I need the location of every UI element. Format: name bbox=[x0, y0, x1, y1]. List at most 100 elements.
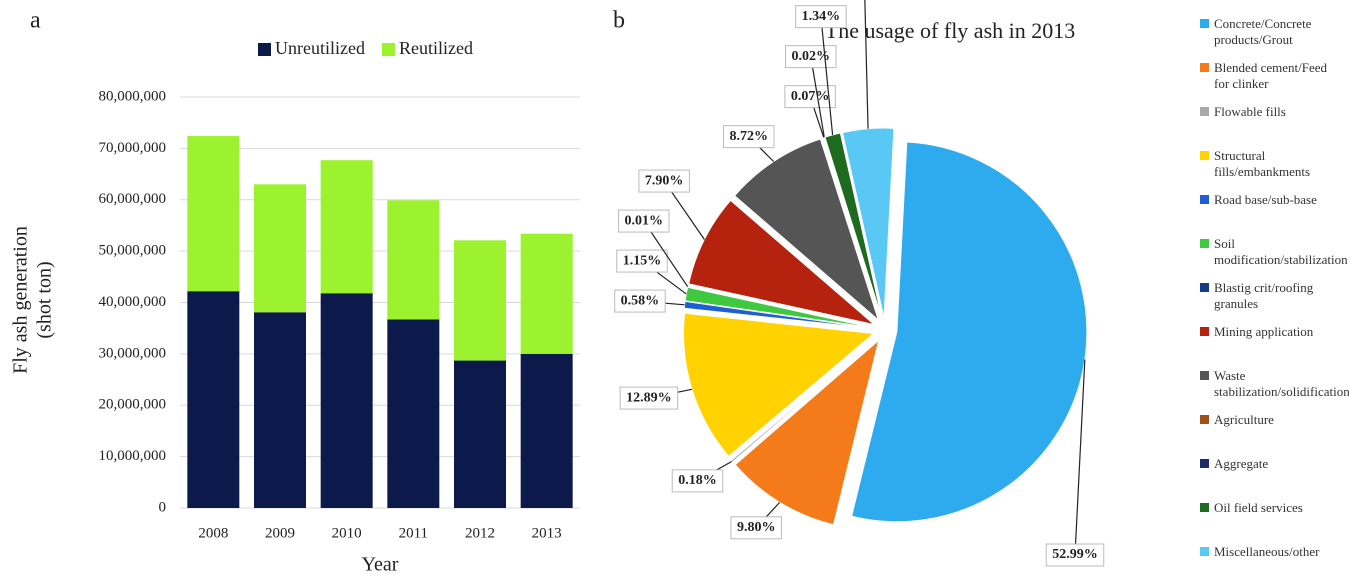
legend-entry: Miscellaneous/other bbox=[1200, 544, 1345, 560]
data-label: 52.99% bbox=[1052, 547, 1098, 562]
bar-segment bbox=[454, 240, 506, 361]
legend-entry: Soil modification/stabilization bbox=[1200, 236, 1348, 268]
data-label-box bbox=[619, 386, 679, 410]
x-tick-label: 2010 bbox=[332, 525, 362, 541]
legend-label: Soil modification/stabilization bbox=[1214, 236, 1348, 267]
legend-swatch bbox=[1200, 459, 1209, 468]
data-label: 1.34% bbox=[802, 9, 841, 24]
data-label-box bbox=[795, 5, 847, 29]
y-tick-label: 30,000,000 bbox=[99, 345, 167, 361]
legend-entry: Waste stabilization/solidification bbox=[1200, 368, 1349, 400]
y-tick-label: 60,000,000 bbox=[99, 191, 167, 207]
leader-line bbox=[820, 16, 834, 135]
y-axis-label: Fly ash generation bbox=[10, 226, 32, 374]
bar-segment bbox=[454, 360, 506, 508]
bar-segment bbox=[387, 319, 440, 508]
legend-label: Flowable fills bbox=[1214, 104, 1286, 119]
y-tick-label: 80,000,000 bbox=[99, 88, 167, 104]
legend-label: Structural fills/embankments bbox=[1214, 148, 1311, 179]
data-label: 1.15% bbox=[623, 253, 662, 268]
legend-label: Road base/sub-base bbox=[1214, 192, 1317, 207]
data-label-box bbox=[614, 289, 666, 313]
x-tick-label: 2013 bbox=[532, 525, 562, 541]
legend-entry: Blended cement/Feed for clinker bbox=[1200, 60, 1345, 92]
bar-segment bbox=[320, 160, 373, 294]
data-label-box bbox=[785, 45, 837, 69]
legend-swatch bbox=[1200, 107, 1209, 116]
legend-entry: Flowable fills bbox=[1200, 104, 1345, 120]
bar-segment bbox=[520, 353, 573, 508]
data-label-box bbox=[638, 169, 690, 193]
x-tick-label: 2009 bbox=[265, 525, 295, 541]
legend-swatch bbox=[1200, 151, 1209, 160]
legend-swatch bbox=[1200, 19, 1209, 28]
x-axis-label: Year bbox=[362, 554, 399, 576]
legend-entry: Aggregate bbox=[1200, 456, 1345, 472]
legend-label: Aggregate bbox=[1214, 456, 1269, 471]
legend-entry: Blastig crit/roofing granules bbox=[1200, 280, 1345, 312]
data-label: 0.58% bbox=[621, 293, 660, 308]
legend-label: Blended cement/Feed for clinker bbox=[1214, 60, 1327, 91]
panel-label: b bbox=[613, 8, 625, 34]
legend-entry: Concrete/Concrete products/Grout bbox=[1200, 16, 1345, 48]
legend-entry: Oil field services bbox=[1200, 500, 1345, 516]
legend-swatch bbox=[1200, 547, 1209, 556]
legend-label: Reutilized bbox=[399, 38, 473, 58]
panel-label: a bbox=[30, 8, 41, 34]
legend-swatch bbox=[381, 43, 395, 56]
pie-slice bbox=[734, 338, 880, 526]
legend-label: Mining application bbox=[1214, 324, 1314, 339]
legend-label: Unreutilized bbox=[275, 38, 365, 58]
legend-entry: Road base/sub-base bbox=[1200, 192, 1345, 208]
pie-slice bbox=[683, 300, 874, 330]
data-label-box bbox=[616, 249, 668, 273]
bar-segment bbox=[320, 293, 373, 508]
y-tick-label: 40,000,000 bbox=[99, 294, 167, 310]
y-tick-label: 20,000,000 bbox=[99, 397, 167, 413]
pie-slice bbox=[688, 199, 875, 326]
legend-swatch bbox=[1200, 283, 1209, 292]
leader-line bbox=[864, 0, 869, 129]
legend-label: Concrete/Concrete products/Grout bbox=[1214, 16, 1312, 47]
data-label-box bbox=[784, 85, 836, 109]
y-tick-label: 0 bbox=[159, 499, 167, 515]
bar-segment bbox=[187, 291, 240, 508]
bar-segment bbox=[254, 184, 306, 313]
legend-label: Waste stabilization/solidification bbox=[1214, 368, 1349, 399]
y-tick-label: 10,000,000 bbox=[99, 448, 167, 464]
bar-segment bbox=[254, 312, 306, 508]
data-label: 9.80% bbox=[737, 520, 776, 535]
legend-entry: Mining application bbox=[1200, 324, 1345, 340]
data-label: 12.89% bbox=[626, 390, 672, 405]
y-tick-label: 70,000,000 bbox=[99, 140, 167, 156]
data-label: 0.18% bbox=[678, 473, 717, 488]
data-label: 8.72% bbox=[730, 129, 769, 144]
legend-swatch bbox=[1200, 503, 1209, 512]
legend-swatch bbox=[1200, 415, 1209, 424]
legend-swatch bbox=[1200, 239, 1209, 248]
data-label: 7.90% bbox=[645, 173, 684, 188]
legend-label: Agriculture bbox=[1214, 412, 1274, 427]
chart-title: The usage of fly ash in 2013 bbox=[825, 18, 1076, 43]
data-label: 0.07% bbox=[791, 89, 830, 104]
legend-swatch bbox=[258, 43, 271, 56]
legend-label: Miscellaneous/other bbox=[1214, 544, 1320, 559]
legend-swatch bbox=[1200, 371, 1209, 380]
data-label-box bbox=[1045, 543, 1105, 567]
legend-entry: Agriculture bbox=[1200, 412, 1345, 428]
y-axis-label: (shot ton) bbox=[34, 261, 56, 338]
data-label-box bbox=[723, 125, 775, 149]
data-label: 0.01% bbox=[624, 213, 663, 228]
legend-label: Oil field services bbox=[1214, 500, 1303, 515]
legend-label: Blastig crit/roofing granules bbox=[1214, 280, 1314, 311]
data-label-box bbox=[617, 209, 670, 233]
data-label-box bbox=[730, 516, 782, 540]
leader-line bbox=[810, 56, 825, 138]
legend-entry: Structural fills/embankments bbox=[1200, 148, 1345, 180]
data-label-box bbox=[671, 469, 724, 493]
x-tick-label: 2012 bbox=[465, 525, 495, 541]
data-label: 0.02% bbox=[792, 49, 831, 64]
legend-swatch bbox=[1200, 63, 1209, 72]
